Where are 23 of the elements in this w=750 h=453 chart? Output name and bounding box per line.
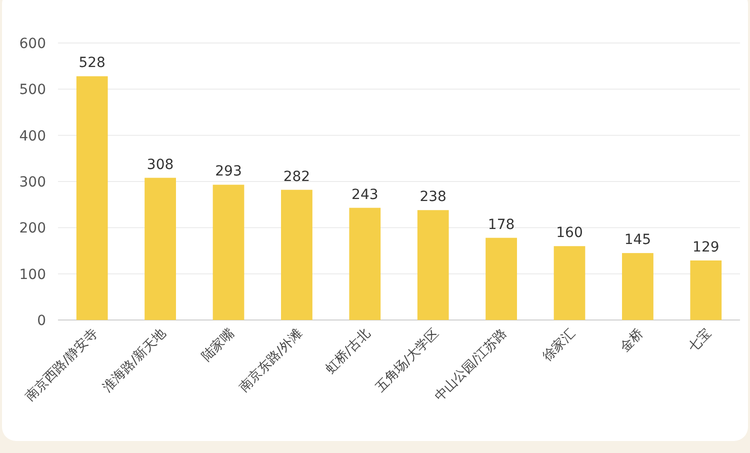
data-label: 282 (283, 168, 310, 185)
data-label: 528 (78, 55, 106, 72)
data-label: 160 (556, 225, 583, 242)
data-label: 293 (215, 164, 242, 180)
x-tick-label: 金桥 (618, 326, 647, 356)
data-label: 308 (146, 156, 174, 173)
y-tick-label: 100 (19, 266, 46, 283)
x-tick-label: 七宝 (685, 326, 715, 356)
y-tick-label: 600 (19, 36, 46, 52)
y-tick-label: 500 (19, 82, 46, 98)
x-tick-label: 徐家汇 (539, 326, 578, 364)
x-tick-label: 淮海路/新天地 (100, 326, 170, 396)
data-label: 145 (624, 232, 652, 248)
x-tick-label: 南京东路/外滩 (236, 326, 306, 396)
data-label: 238 (420, 189, 446, 206)
data-label: 178 (488, 216, 515, 233)
y-tick-label: 200 (19, 220, 46, 237)
y-tick-label: 300 (19, 174, 46, 190)
y-tick-label: 400 (19, 128, 46, 144)
data-label: 243 (352, 186, 378, 203)
x-tick-label: 虹桥/古北 (323, 326, 374, 377)
data-label: 129 (692, 239, 720, 256)
x-tick-label: 陆家嘴 (198, 326, 238, 364)
